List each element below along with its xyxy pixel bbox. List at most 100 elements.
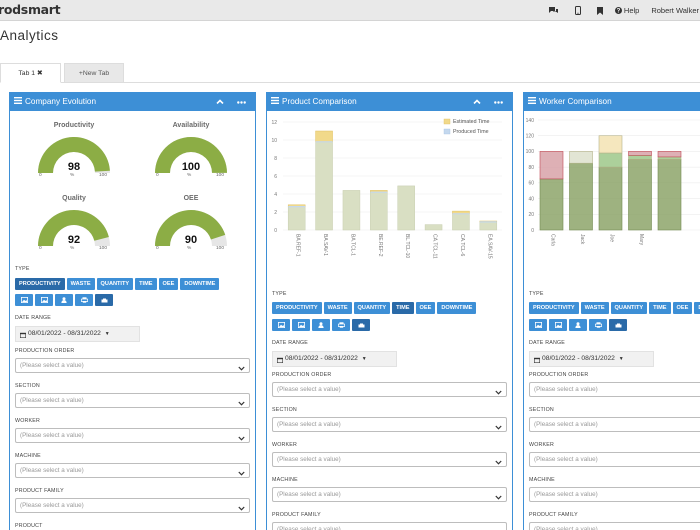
group-by-button[interactable] — [95, 294, 113, 306]
x-tick-label: Jack — [579, 234, 585, 245]
type-button-productivity[interactable]: PRODUCTIVITY — [15, 278, 65, 290]
section-select[interactable]: (Please select a value) — [272, 417, 507, 432]
machine-select[interactable]: (Please select a value) — [529, 487, 700, 502]
bar-segment[interactable] — [598, 152, 623, 168]
bar-produced-time[interactable] — [424, 224, 443, 231]
group-by-button[interactable] — [549, 319, 567, 331]
type-button-waste[interactable]: WASTE — [323, 302, 352, 314]
bar-segment[interactable] — [657, 151, 682, 158]
bar-estimated-time[interactable] — [315, 130, 333, 143]
chevron-down-icon — [495, 387, 502, 400]
more-icon[interactable] — [494, 93, 503, 111]
group-by-button[interactable] — [589, 319, 607, 331]
group-by-button[interactable] — [569, 319, 587, 331]
user-icon — [61, 297, 67, 303]
product-family-select[interactable]: (Please select a value) — [272, 522, 507, 530]
bar-segment[interactable] — [628, 155, 652, 160]
production-order-select[interactable]: (Please select a value) — [15, 358, 250, 373]
menu-icon[interactable] — [528, 93, 536, 111]
type-button-time[interactable]: TIME — [135, 278, 157, 290]
type-button-quantity[interactable]: QUANTITY — [96, 278, 134, 290]
product-family-select[interactable]: (Please select a value) — [15, 498, 250, 513]
group-by-button[interactable] — [15, 294, 33, 306]
bar-segment[interactable] — [539, 178, 564, 231]
production-order-select[interactable]: (Please select a value) — [272, 382, 507, 397]
bar-produced-time[interactable] — [370, 191, 388, 231]
bar-segment[interactable] — [598, 166, 623, 231]
type-button-productivity[interactable]: PRODUCTIVITY — [529, 302, 579, 314]
type-button-waste[interactable]: WASTE — [66, 278, 95, 290]
type-button-oee[interactable]: OEE — [158, 278, 179, 290]
group-by-button[interactable] — [609, 319, 627, 331]
section-select[interactable]: (Please select a value) — [529, 417, 700, 432]
group-by-button[interactable] — [312, 319, 330, 331]
bar-produced-time[interactable] — [452, 213, 470, 231]
bar-produced-time[interactable] — [397, 185, 415, 231]
machine-select[interactable]: (Please select a value) — [272, 487, 507, 502]
worker-select[interactable]: (Please select a value) — [272, 452, 507, 467]
collapse-icon[interactable] — [473, 93, 481, 111]
menu-icon[interactable] — [14, 93, 22, 111]
group-by-button[interactable] — [529, 319, 547, 331]
machine-select[interactable]: (Please select a value) — [15, 463, 250, 478]
mobile-icon[interactable] — [574, 6, 581, 15]
bar-produced-time[interactable] — [287, 206, 306, 231]
bar-segment[interactable] — [628, 151, 652, 156]
production-order-select[interactable]: (Please select a value) — [529, 382, 700, 397]
bar-segment[interactable] — [598, 135, 623, 154]
new-tab-button[interactable]: +New Tab — [64, 63, 124, 83]
menu-icon[interactable] — [271, 93, 279, 111]
field-label: SECTION — [529, 407, 554, 413]
bar-produced-time[interactable] — [342, 190, 361, 231]
caret-icon: ▼ — [618, 356, 624, 362]
bookmark-icon[interactable] — [596, 6, 603, 15]
worker-select[interactable]: (Please select a value) — [529, 452, 700, 467]
group-by-button[interactable] — [272, 319, 290, 331]
group-by-button[interactable] — [332, 319, 350, 331]
bar-segment[interactable] — [657, 158, 682, 231]
bar-segment[interactable] — [569, 151, 593, 164]
group-by-button[interactable] — [352, 319, 370, 331]
bar-segment[interactable] — [628, 158, 652, 231]
type-button-quantity[interactable]: QUANTITY — [610, 302, 648, 314]
section-select[interactable]: (Please select a value) — [15, 393, 250, 408]
help-link[interactable]: ? Help — [614, 6, 639, 15]
type-button-downtime[interactable]: DOWNTIME — [180, 278, 220, 290]
group-by-button[interactable] — [55, 294, 73, 306]
bar-produced-time[interactable] — [479, 221, 498, 231]
calendar-icon — [277, 355, 283, 369]
bar-segment[interactable] — [569, 162, 593, 231]
bar-segment[interactable] — [539, 151, 564, 180]
image-icon — [277, 322, 285, 328]
bar-segment[interactable] — [657, 156, 682, 160]
type-button-downtime[interactable]: DOWNTIME — [437, 302, 477, 314]
tab-1[interactable]: Tab 1 ✖ — [0, 63, 61, 83]
user-name[interactable]: Robert Walker — [651, 6, 699, 15]
worker-select[interactable]: (Please select a value) — [15, 428, 250, 443]
type-button-quantity[interactable]: QUANTITY — [353, 302, 391, 314]
date-range-picker[interactable]: 08/01/2022 - 08/31/2022 ▼ — [15, 326, 140, 342]
more-icon[interactable] — [237, 93, 246, 111]
app-logo[interactable]: rodsmart — [0, 2, 61, 17]
y-tick-label: 60 — [528, 181, 534, 187]
type-button-downtime[interactable]: DOWNTIME — [694, 302, 700, 314]
date-range-picker[interactable]: 08/01/2022 - 08/31/2022 ▼ — [529, 351, 654, 367]
type-button-oee[interactable]: OEE — [672, 302, 693, 314]
date-range-label: DATE RANGE — [529, 340, 566, 346]
collapse-icon[interactable] — [216, 93, 224, 111]
product-family-select[interactable]: (Please select a value) — [529, 522, 700, 530]
field-label: PRODUCT FAMILY — [529, 512, 578, 518]
date-range-picker[interactable]: 08/01/2022 - 08/31/2022 ▼ — [272, 351, 397, 367]
group-by-button[interactable] — [75, 294, 93, 306]
group-by-button[interactable] — [292, 319, 310, 331]
type-button-time[interactable]: TIME — [392, 302, 414, 314]
chevron-down-icon — [495, 492, 502, 505]
bar-produced-time[interactable] — [315, 141, 333, 231]
type-button-productivity[interactable]: PRODUCTIVITY — [272, 302, 322, 314]
group-by-button[interactable] — [35, 294, 53, 306]
chat-icon[interactable] — [548, 6, 559, 15]
panel-title: Product Comparison — [282, 97, 357, 107]
type-button-waste[interactable]: WASTE — [580, 302, 609, 314]
type-button-time[interactable]: TIME — [649, 302, 671, 314]
type-button-oee[interactable]: OEE — [415, 302, 436, 314]
